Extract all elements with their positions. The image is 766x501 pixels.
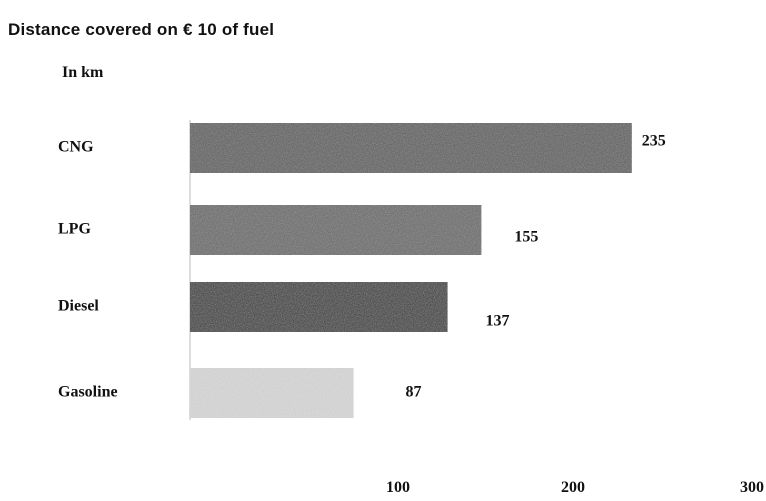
value-label-lpg: 155 [514,229,538,246]
unit-label: In km [62,64,104,81]
bar-cng [190,123,632,173]
labels-group: CNG 235 LPG 155 Diesel 137 Gasoline 87 [58,133,666,401]
bar-gasoline [190,368,354,418]
x-tick-label-300: 300 [740,479,764,496]
value-label-cng: 235 [642,133,666,150]
bar-diesel [190,282,448,332]
category-label-cng: CNG [58,139,94,156]
value-label-diesel: 137 [486,313,510,330]
bars-group [190,123,632,418]
category-label-diesel: Diesel [58,298,99,315]
x-tick-label-200: 200 [561,479,585,496]
ticks-group: 100 200 300 [386,479,764,496]
category-label-gasoline: Gasoline [58,384,118,401]
chart-title: Distance covered on € 10 of fuel [8,20,275,39]
value-label-gasoline: 87 [406,384,422,401]
category-label-lpg: LPG [58,221,91,238]
x-tick-label-100: 100 [386,479,410,496]
bar-lpg [190,205,482,255]
